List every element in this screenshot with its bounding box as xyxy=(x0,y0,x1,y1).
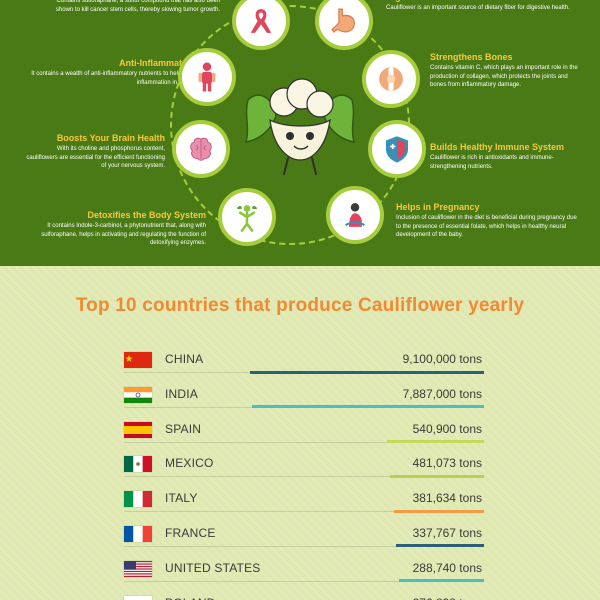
bone-badge xyxy=(362,50,420,108)
pregnancy-badge xyxy=(326,186,384,244)
benefit-detox-text: It contains Indole-3-carbinol, a phytonu… xyxy=(41,223,206,246)
benefit-anti-inflammatory-title: Anti-Inflammatory xyxy=(118,58,196,68)
benefit-bones-title: Strengthens Bones xyxy=(430,52,513,62)
production-bar xyxy=(250,370,484,374)
production-bar xyxy=(252,405,484,409)
country-name: POLAND xyxy=(165,596,216,600)
country-row: FRANCE 337,767 tons xyxy=(124,522,484,557)
cauliflower-icon xyxy=(244,78,356,175)
country-name: FRANCE xyxy=(165,525,216,540)
brain-badge xyxy=(172,120,230,178)
flag-icon xyxy=(124,560,152,577)
country-name: MEXICO xyxy=(165,456,214,471)
country-name: UNITED STATES xyxy=(165,560,261,575)
country-row: CHINA 9,100,000 tons xyxy=(124,348,484,383)
flag-icon xyxy=(124,595,152,600)
bar-track xyxy=(124,441,484,443)
country-row: UNITED STATES 288,740 tons xyxy=(124,557,484,592)
brain-icon xyxy=(190,137,212,161)
benefits-section: Contains sulforaphane, a sulfur compound… xyxy=(0,0,600,266)
benefit-detox-title: Detoxifies the Body System xyxy=(87,210,206,220)
stomach-icon xyxy=(331,8,355,34)
country-name: ITALY xyxy=(165,491,198,506)
production-bar xyxy=(396,544,484,548)
benefit-brain-title: Boosts Your Brain Health xyxy=(56,133,165,143)
benefit-immune-text: Cauliflower is rich in antioxidants and … xyxy=(430,155,554,170)
country-name: INDIA xyxy=(165,386,199,401)
benefit-anti-inflammatory-text: It contains a wealth of anti-inflammator… xyxy=(31,71,196,86)
production-value: 7,887,000 tons xyxy=(402,386,482,401)
production-bar xyxy=(387,440,484,444)
country-row: INDIA 7,887,000 tons xyxy=(124,383,484,418)
production-bar xyxy=(389,474,484,478)
chart-title: Top 10 countries that produce Cauliflowe… xyxy=(75,295,525,316)
country-name: SPAIN xyxy=(165,421,202,436)
benefit-immune-title: Builds Healthy Immune System xyxy=(430,142,565,152)
bar-track xyxy=(124,580,484,582)
benefit-digestive: Digestive Benefits Cauliflower is an imp… xyxy=(386,0,586,13)
bone-joint-icon xyxy=(379,67,403,91)
benefit-cancer: Contains sulforaphane, a sulfur compound… xyxy=(40,0,220,14)
shield-icon xyxy=(385,136,409,163)
inflamed-person-icon xyxy=(198,62,216,92)
flag-icon xyxy=(124,421,152,438)
inflamed-person-badge xyxy=(178,48,236,106)
stomach-badge xyxy=(315,0,373,50)
benefit-pregnancy-title: Helps in Pregnancy xyxy=(396,202,480,212)
bar-track xyxy=(124,511,484,513)
benefit-detox: Detoxifies the Body System It contains I… xyxy=(20,210,206,248)
pregnant-woman-icon xyxy=(344,203,366,227)
benefit-digestive-title: Digestive Benefits xyxy=(386,0,586,2)
benefit-pregnancy-text: Inclusion of cauliflower in the diet is … xyxy=(396,215,577,238)
production-value: 540,900 tons xyxy=(412,421,482,436)
country-row: ITALY 381,634 tons xyxy=(124,487,484,522)
benefit-digestive-text: Cauliflower is an important source of di… xyxy=(386,5,570,11)
ribbon-icon xyxy=(250,9,272,33)
bar-track xyxy=(124,545,484,547)
flag-icon xyxy=(124,491,152,508)
benefit-anti-inflammatory: Anti-Inflammatory It contains a wealth o… xyxy=(18,58,196,87)
flag-icon xyxy=(124,525,152,542)
detox-person-icon xyxy=(236,205,258,232)
benefit-cancer-text: Contains sulforaphane, a sulfur compound… xyxy=(55,0,220,13)
shield-badge xyxy=(368,120,426,178)
production-value: 481,073 tons xyxy=(412,456,482,471)
production-value: 9,100,000 tons xyxy=(402,352,482,366)
flag-icon xyxy=(124,386,152,403)
benefit-immune: Builds Healthy Immune System Cauliflower… xyxy=(430,142,590,171)
production-value: 337,767 tons xyxy=(412,525,482,540)
benefit-pregnancy: Helps in Pregnancy Inclusion of cauliflo… xyxy=(396,202,582,240)
benefit-brain-text: With its choline and phosphorus content,… xyxy=(26,146,165,169)
benefit-bones-text: Contains vitamin C, which plays an impor… xyxy=(430,65,578,88)
flag-icon xyxy=(124,456,152,473)
detox-badge xyxy=(218,188,276,246)
flag-icon xyxy=(124,352,152,368)
production-list: CHINA 9,100,000 tons INDIA 7,887,000 tons SP… xyxy=(124,348,484,600)
production-bar xyxy=(394,509,484,513)
benefit-bones: Strengthens Bones Contains vitamin C, wh… xyxy=(430,52,582,90)
country-row: MEXICO 481,073 tons xyxy=(124,452,484,487)
bar-track xyxy=(124,476,484,478)
benefit-brain: Boosts Your Brain Health With its cholin… xyxy=(25,133,165,171)
country-row: POLAND 276,838 tons xyxy=(124,592,484,600)
production-value: 288,740 tons xyxy=(412,560,482,575)
country-name: CHINA xyxy=(165,352,204,366)
production-bar xyxy=(398,579,484,583)
production-value: 276,838 tons xyxy=(413,596,482,600)
production-value: 381,634 tons xyxy=(412,491,482,506)
country-row: SPAIN 540,900 tons xyxy=(124,418,484,453)
ribbon-badge xyxy=(232,0,290,50)
